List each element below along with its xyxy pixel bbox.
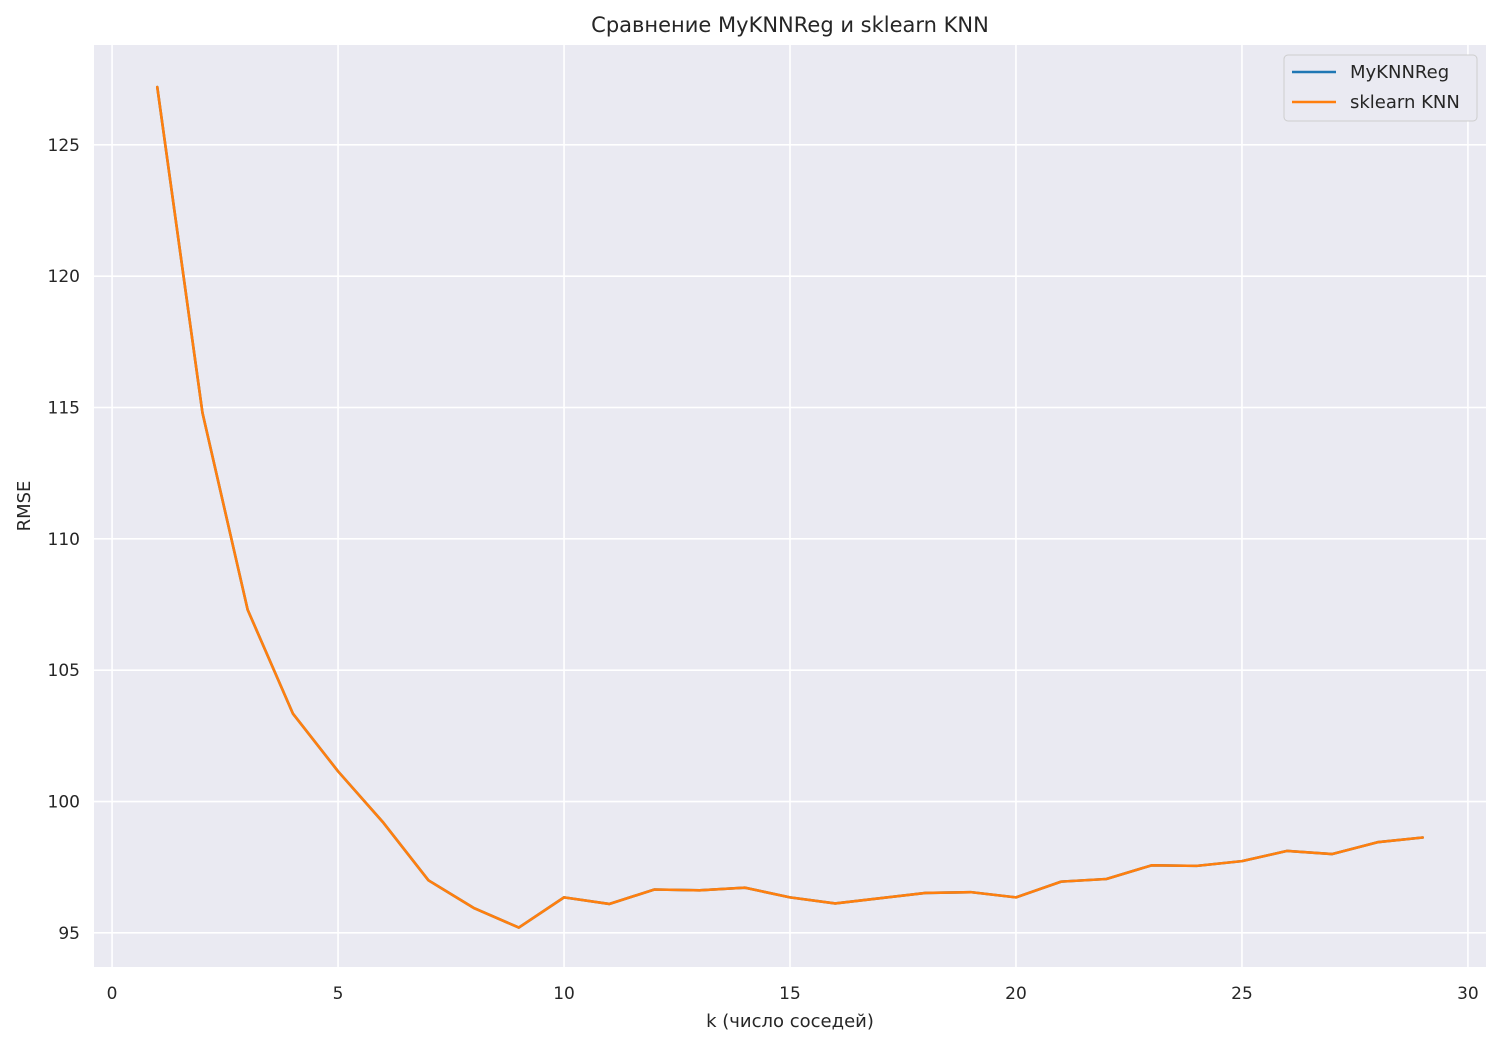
x-tick-label: 10 — [553, 984, 575, 1004]
series-lines — [155, 85, 1425, 929]
legend-label-sklearn-knn: sklearn KNN — [1350, 92, 1460, 113]
y-tick-label: 100 — [48, 793, 80, 813]
x-tick-label: 20 — [1005, 984, 1027, 1004]
y-tick-label: 95 — [58, 924, 80, 944]
x-tick-label: 5 — [333, 984, 344, 1004]
legend: MyKNNReg sklearn KNN — [1283, 54, 1478, 122]
y-tick-label: 120 — [48, 267, 80, 287]
chart-title: Сравнение MyKNNReg и sklearn KNN — [591, 13, 989, 37]
legend-label-mykknreg: MyKNNReg — [1350, 62, 1449, 83]
x-axis-label: k (число соседей) — [706, 1011, 874, 1032]
x-tick-label: 15 — [779, 984, 801, 1004]
y-tick-label: 125 — [48, 136, 80, 156]
series-line-sklearn-knn — [155, 85, 1425, 929]
y-tick-label: 105 — [48, 661, 80, 681]
x-tick-label: 30 — [1457, 984, 1479, 1004]
y-tick-label: 115 — [48, 398, 80, 418]
y-tick-label: 110 — [48, 530, 80, 550]
tick-labels: 0 5 10 15 20 25 30 95 100 105 110 115 120 125 — [48, 136, 1479, 1004]
x-tick-label: 25 — [1231, 984, 1253, 1004]
y-axis-label: RMSE — [14, 481, 35, 532]
x-tick-label: 0 — [107, 984, 118, 1004]
grid — [94, 45, 1486, 967]
